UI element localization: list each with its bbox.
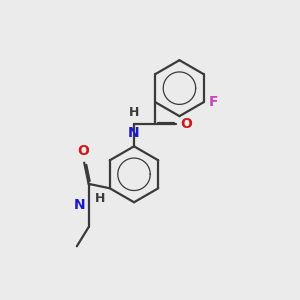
Text: H: H	[129, 106, 139, 119]
Text: F: F	[209, 95, 218, 109]
Text: H: H	[95, 192, 105, 205]
Text: O: O	[180, 117, 192, 131]
Text: N: N	[74, 198, 85, 212]
Text: O: O	[77, 144, 88, 158]
Text: N: N	[128, 126, 140, 140]
